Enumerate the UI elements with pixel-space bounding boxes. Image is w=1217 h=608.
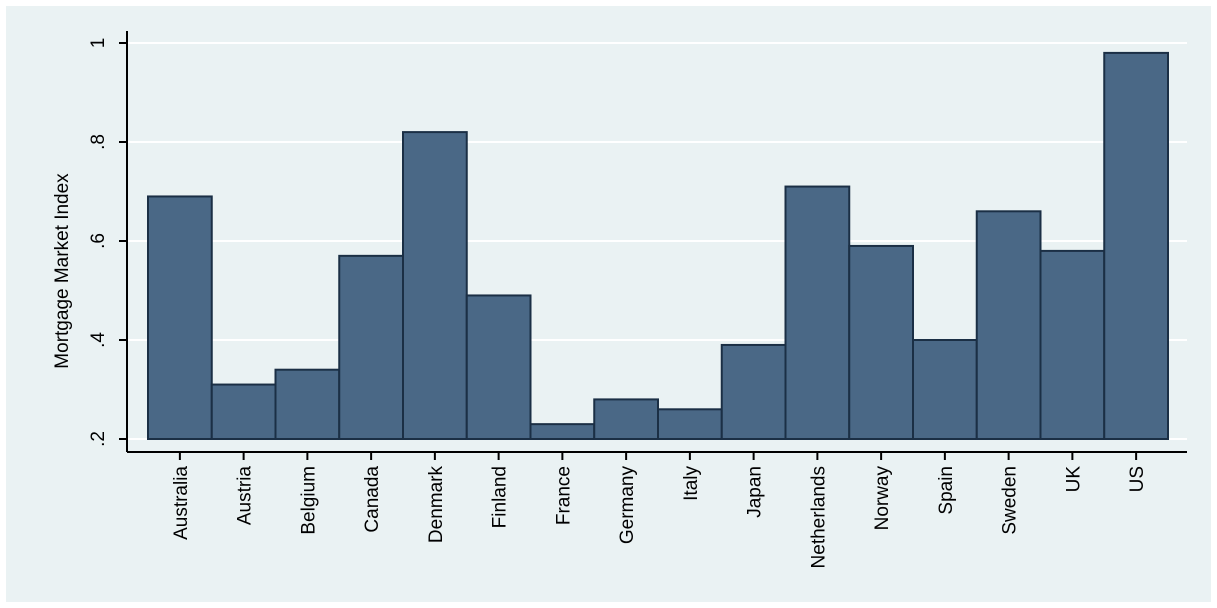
bar-italy — [657, 408, 723, 440]
x-tick-label-netherlands: Netherlands — [808, 466, 829, 568]
x-tick-label-sweden: Sweden — [1000, 466, 1021, 535]
bar-us — [1103, 51, 1169, 441]
bar-france — [529, 423, 596, 440]
y-axis-ticks: .2 .4 .6 .8 1 — [88, 38, 127, 447]
x-tick-label-us: US — [1127, 466, 1148, 492]
x-tick-label-italy: Italy — [681, 466, 702, 501]
y-tick-label: 1 — [88, 38, 109, 49]
y-axis-title: Mortgage Market Index — [52, 173, 73, 369]
x-tick-label-canada: Canada — [362, 466, 383, 533]
bar-australia — [147, 195, 213, 440]
bar-norway — [848, 244, 914, 440]
x-tick-label-australia: Australia — [171, 466, 192, 540]
x-tick-label-uk: UK — [1063, 466, 1084, 493]
x-tick-label-japan: Japan — [745, 466, 766, 518]
bar-netherlands — [784, 185, 851, 440]
bar-uk — [1039, 249, 1106, 440]
x-tick-label-france: France — [553, 466, 574, 525]
y-tick-label: .4 — [88, 332, 109, 348]
x-tick-label-spain: Spain — [936, 466, 957, 515]
bar-canada — [338, 254, 404, 440]
bar-spain — [912, 339, 978, 440]
x-tick-label-austria: Austria — [235, 466, 256, 526]
y-tick-label: .2 — [88, 431, 109, 447]
x-tick-label-belgium: Belgium — [298, 466, 319, 535]
bar-austria — [210, 383, 277, 440]
x-tick-label-germany: Germany — [617, 466, 638, 545]
y-tick-label: .8 — [88, 134, 109, 150]
bar-germany — [593, 398, 659, 440]
x-tick-label-norway: Norway — [872, 466, 893, 531]
bar-finland — [465, 294, 532, 441]
bar-japan — [720, 343, 787, 441]
y-tick-label: .6 — [88, 233, 109, 249]
bar-belgium — [274, 368, 341, 441]
bars — [147, 51, 1169, 441]
bar-sweden — [975, 210, 1042, 440]
x-tick-label-denmark: Denmark — [426, 466, 447, 544]
bar-denmark — [402, 131, 468, 440]
x-tick-label-finland: Finland — [490, 466, 511, 528]
x-axis-ticks: Australia Austria Belgium Canada Denmark Finl… — [171, 452, 1148, 568]
